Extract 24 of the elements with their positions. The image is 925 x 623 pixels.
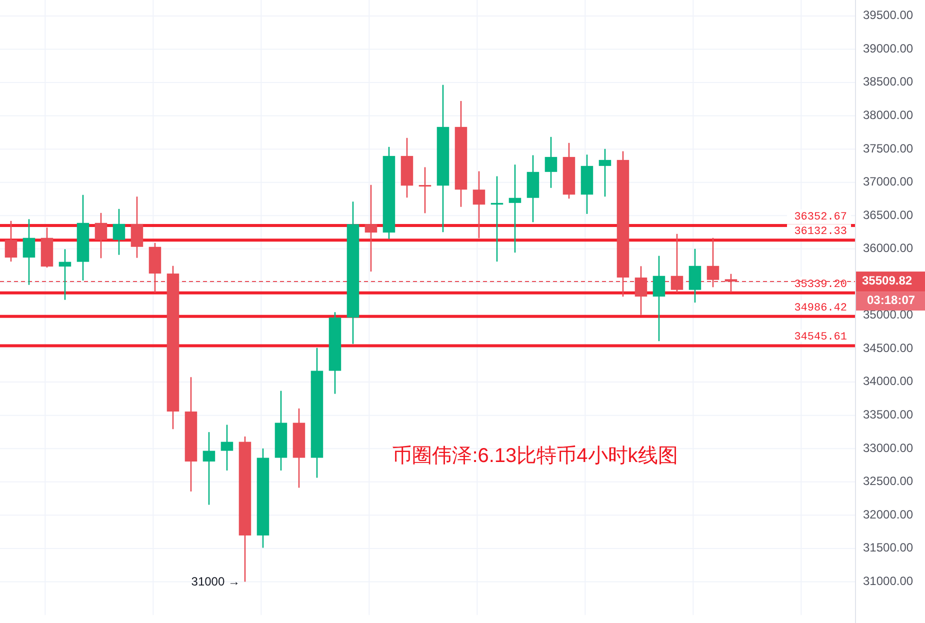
ytick: 37000.00 xyxy=(863,174,914,189)
ytick: 31000.00 xyxy=(863,574,914,588)
ytick: 34000.00 xyxy=(863,374,914,388)
ytick: 36500.00 xyxy=(863,208,914,222)
ref-line-label: 34545.61 xyxy=(794,332,848,344)
ytick: 39000.00 xyxy=(863,41,914,56)
ytick: 37500.00 xyxy=(863,141,914,156)
annotation: 31000 → xyxy=(191,574,240,589)
ytick: 31500.00 xyxy=(863,540,914,555)
ref-line-label: 34986.42 xyxy=(794,302,847,314)
annotation: 03:18:07 xyxy=(856,292,925,311)
ref-line-label: 35509.82 xyxy=(862,274,912,288)
ytick: 33500.00 xyxy=(863,408,914,422)
ref-line-label: 36352.67 xyxy=(794,211,847,224)
ytick: 32500.00 xyxy=(863,474,914,488)
ytick: 36000.00 xyxy=(863,241,914,256)
ytick: 38000.00 xyxy=(863,108,914,122)
ytick: 39500.00 xyxy=(863,8,914,22)
ytick: 32000.00 xyxy=(863,507,914,522)
ytick: 34500.00 xyxy=(863,340,914,355)
ref-line-label: 36132.33 xyxy=(794,226,847,238)
ytick: 38500.00 xyxy=(863,74,914,89)
ytick: 33000.00 xyxy=(863,440,914,455)
title: 币圈伟泽:6.13比特币4小时k线图 xyxy=(392,445,678,467)
